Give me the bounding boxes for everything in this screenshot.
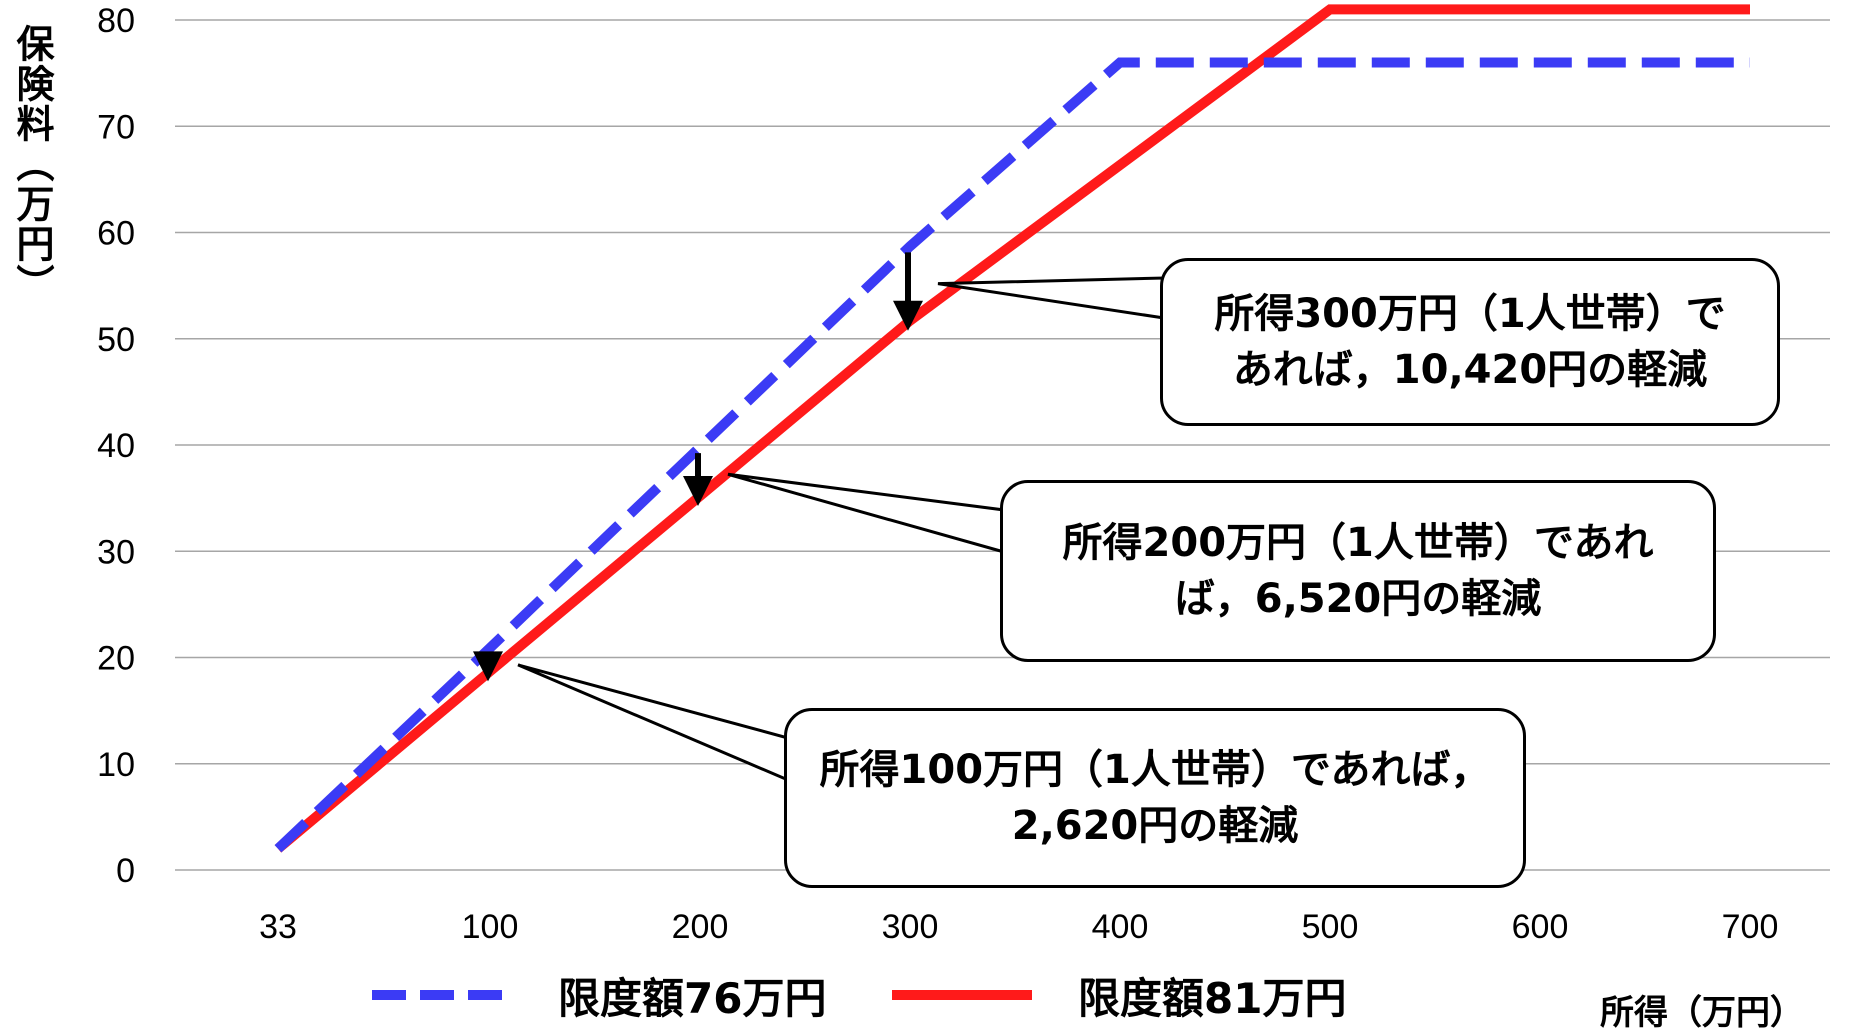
down-arrow-head <box>893 300 923 331</box>
callout-pointer <box>727 472 1006 554</box>
legend-label: 限度額81万円 <box>1078 973 1347 1023</box>
y-tick-label: 30 <box>97 533 135 571</box>
series-line-76 <box>274 57 1750 853</box>
series-lines <box>274 4 1750 853</box>
x-tick-label: 300 <box>882 908 939 946</box>
x-tick-label: 500 <box>1302 908 1359 946</box>
down-arrow-head <box>473 651 503 682</box>
annotation-line: 所得100万円（1人世帯）であれば， <box>819 747 1491 793</box>
legend-swatch-solid <box>892 990 1032 1000</box>
y-tick-label: 80 <box>97 2 135 40</box>
x-axis-ticks: 33 100 200 300 400 500 600 700 <box>259 908 1778 946</box>
legend-item-81: 限度額81万円 <box>892 965 1346 1025</box>
x-tick-label: 700 <box>1722 908 1779 946</box>
annotation-300: 所得300万円（1人世帯）で あれば，10,420円の軽減 <box>1160 258 1780 426</box>
series-line-81 <box>274 4 1750 853</box>
legend-item-76: 限度額76万円 <box>372 965 826 1025</box>
annotation-100: 所得100万円（1人世帯）であれば， 2,620円の軽減 <box>784 708 1526 888</box>
y-tick-label: 10 <box>97 746 135 784</box>
annotation-line: 所得300万円（1人世帯）で <box>1214 291 1726 337</box>
y-axis-label: 保険料（万円） <box>10 24 54 304</box>
gridlines <box>175 19 1830 871</box>
annotation-line: ば，6,520円の軽減 <box>1174 576 1542 622</box>
y-tick-label: 0 <box>116 852 135 890</box>
x-tick-label: 200 <box>672 908 729 946</box>
x-tick-label: 600 <box>1512 908 1569 946</box>
y-tick-label: 40 <box>97 427 135 465</box>
y-tick-label: 60 <box>97 215 135 253</box>
y-tick-label: 70 <box>97 108 135 146</box>
reduction-arrows <box>473 252 923 682</box>
legend-swatch-dashed <box>372 990 512 1000</box>
callout-pointer <box>937 276 1166 320</box>
annotation-line: あれば，10,420円の軽減 <box>1232 347 1708 393</box>
y-axis-ticks: 0 10 20 30 40 50 60 70 80 <box>97 2 135 890</box>
y-tick-label: 20 <box>97 640 135 678</box>
x-tick-label: 400 <box>1092 908 1149 946</box>
down-arrow-head <box>683 476 713 506</box>
x-axis-label: 所得（万円） <box>1600 993 1804 1033</box>
annotation-line: 2,620円の軽減 <box>1011 803 1299 849</box>
y-tick-label: 50 <box>97 321 135 359</box>
x-tick-label: 100 <box>462 908 519 946</box>
annotation-200: 所得200万円（1人世帯）であれ ば，6,520円の軽減 <box>1000 480 1716 662</box>
legend-label: 限度額76万円 <box>558 973 827 1023</box>
annotation-line: 所得200万円（1人世帯）であれ <box>1062 520 1654 566</box>
callout-pointer <box>517 663 790 783</box>
x-tick-label: 33 <box>259 908 297 946</box>
